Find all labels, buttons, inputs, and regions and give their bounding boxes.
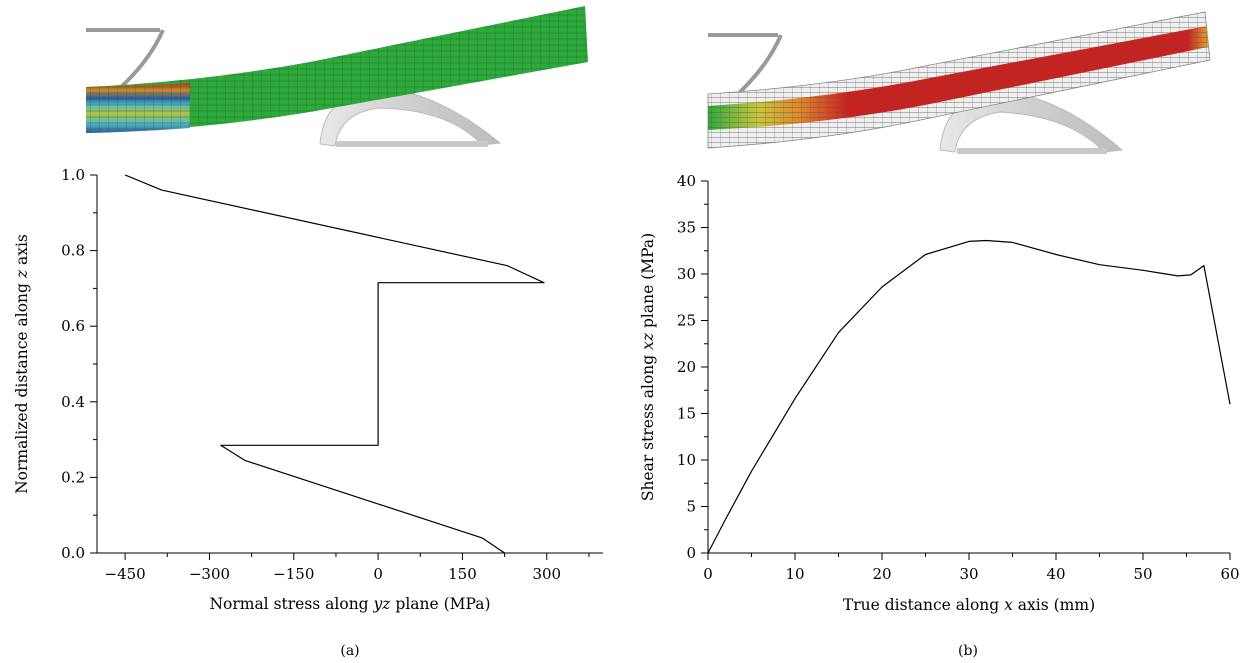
series-line <box>707 239 1231 554</box>
y-tick-label: 0.6 <box>61 317 85 335</box>
series-a <box>124 174 545 554</box>
y-tick-label: 20 <box>677 358 696 376</box>
x-tick-label: 30 <box>959 565 978 583</box>
series-line <box>124 174 545 554</box>
chart-b: 0 10 20 30 40 50 60 0 5 10 15 20 25 30 35 40 True dista… <box>639 172 1240 659</box>
x-tick-label: 0 <box>703 565 713 583</box>
caption-b: (b) <box>958 643 978 659</box>
support-base-a <box>336 141 488 147</box>
y-tick-label: 15 <box>677 405 696 423</box>
y-tick-label: 0.8 <box>61 242 85 260</box>
x-tick-label: 150 <box>448 565 477 583</box>
plot-area-b <box>707 181 1230 554</box>
series-b <box>707 239 1231 554</box>
y-tick-label: 0.4 <box>61 393 85 411</box>
beam-mesh-a <box>86 6 588 133</box>
y-tick-label: 10 <box>677 451 696 469</box>
y-axis-label-b: Shear stress along xz plane (MPa) <box>639 233 657 501</box>
support-base-b <box>957 148 1107 154</box>
y-tick-label: 30 <box>677 265 696 283</box>
ticks-a: −450 −300 −150 0 150 300 0.0 0.2 0.4 0.6 0.8 1.0 <box>61 166 590 583</box>
x-tick-label: 60 <box>1220 565 1239 583</box>
x-axis-label-b: True distance along x axis (mm) <box>843 596 1095 614</box>
x-axis-label-a: Normal stress along yz plane (MPa) <box>209 595 490 613</box>
x-tick-label: 50 <box>1133 565 1152 583</box>
x-tick-label: 0 <box>373 565 383 583</box>
support-punch-b <box>708 33 783 94</box>
y-tick-label: 25 <box>677 312 696 330</box>
x-tick-label: 40 <box>1046 565 1065 583</box>
y-tick-label: 35 <box>677 219 696 237</box>
y-tick-label: 0 <box>686 544 696 562</box>
y-axis-label-a: Normalized distance along z axis <box>13 234 31 494</box>
y-tick-label: 0.0 <box>61 544 85 562</box>
x-tick-label: 20 <box>872 565 891 583</box>
y-tick-label: 0.2 <box>61 468 85 486</box>
caption-a: (a) <box>340 643 359 659</box>
ticks-b: 0 10 20 30 40 50 60 0 5 10 15 20 25 30 35 40 <box>677 172 1240 583</box>
x-tick-label: −150 <box>273 565 314 583</box>
beam-mesh-b <box>708 12 1210 148</box>
x-tick-label: −450 <box>105 565 146 583</box>
x-tick-label: 300 <box>532 565 561 583</box>
support-punch-a <box>86 28 165 90</box>
beam-illustration-b <box>707 11 1211 154</box>
y-tick-label: 5 <box>686 498 696 516</box>
chart-a: −450 −300 −150 0 150 300 0.0 0.2 0.4 0.6 0.8 1.0 No… <box>13 166 603 659</box>
y-tick-label: 40 <box>677 172 696 190</box>
x-tick-label: −300 <box>189 565 230 583</box>
y-tick-label: 1.0 <box>61 166 85 184</box>
x-tick-label: 10 <box>785 565 804 583</box>
beam-illustration-a <box>86 6 588 147</box>
